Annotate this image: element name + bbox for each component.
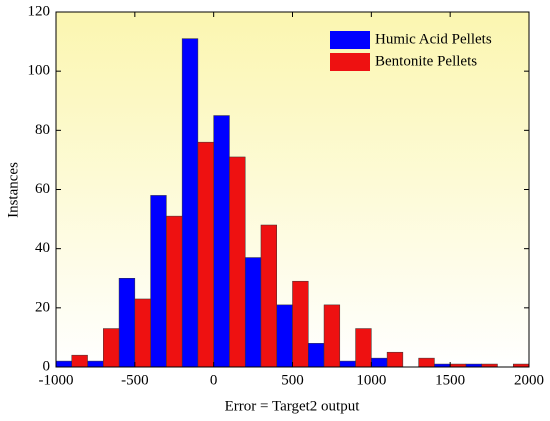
bar [308, 343, 325, 368]
x-tick-label: 0 [210, 372, 218, 388]
y-tick-label: 80 [35, 122, 50, 138]
bar [339, 360, 356, 368]
bar [150, 195, 167, 368]
bar [323, 304, 341, 368]
bar [197, 141, 214, 368]
legend-label: Humic Acid Pellets [375, 31, 492, 47]
x-tick-label: 1000 [356, 372, 386, 388]
bar [418, 357, 435, 368]
x-axis-label: Error = Target2 output [225, 398, 361, 414]
y-tick-label: 0 [43, 358, 51, 374]
x-tick-label: -500 [121, 372, 149, 388]
bar [181, 38, 199, 368]
bar [134, 298, 151, 368]
legend-label: Bentonite Pellets [375, 53, 477, 69]
legend-swatch [330, 31, 370, 49]
y-tick-label: 100 [28, 63, 51, 79]
bar [355, 328, 372, 368]
bar [371, 357, 388, 368]
y-tick-label: 20 [35, 299, 50, 315]
bar [244, 257, 262, 368]
bar [166, 215, 183, 368]
bar [118, 278, 136, 368]
x-tick-label: -1000 [39, 372, 74, 388]
bar [213, 115, 230, 368]
y-tick-label: 40 [35, 240, 50, 256]
bar [386, 351, 404, 368]
bar [229, 156, 246, 368]
bar [87, 360, 104, 368]
bar [276, 304, 293, 368]
x-tick-label: 2000 [514, 372, 544, 388]
bar [292, 280, 309, 368]
bar [55, 360, 73, 368]
y-tick-label: 60 [35, 181, 50, 197]
bar [71, 354, 88, 368]
y-axis-label: Instances [5, 162, 21, 218]
x-tick-label: 500 [281, 372, 304, 388]
legend-swatch [330, 53, 370, 71]
bar [260, 224, 277, 368]
bar [103, 328, 120, 368]
x-tick-label: 1500 [435, 372, 465, 388]
y-tick-label: 120 [28, 3, 51, 19]
